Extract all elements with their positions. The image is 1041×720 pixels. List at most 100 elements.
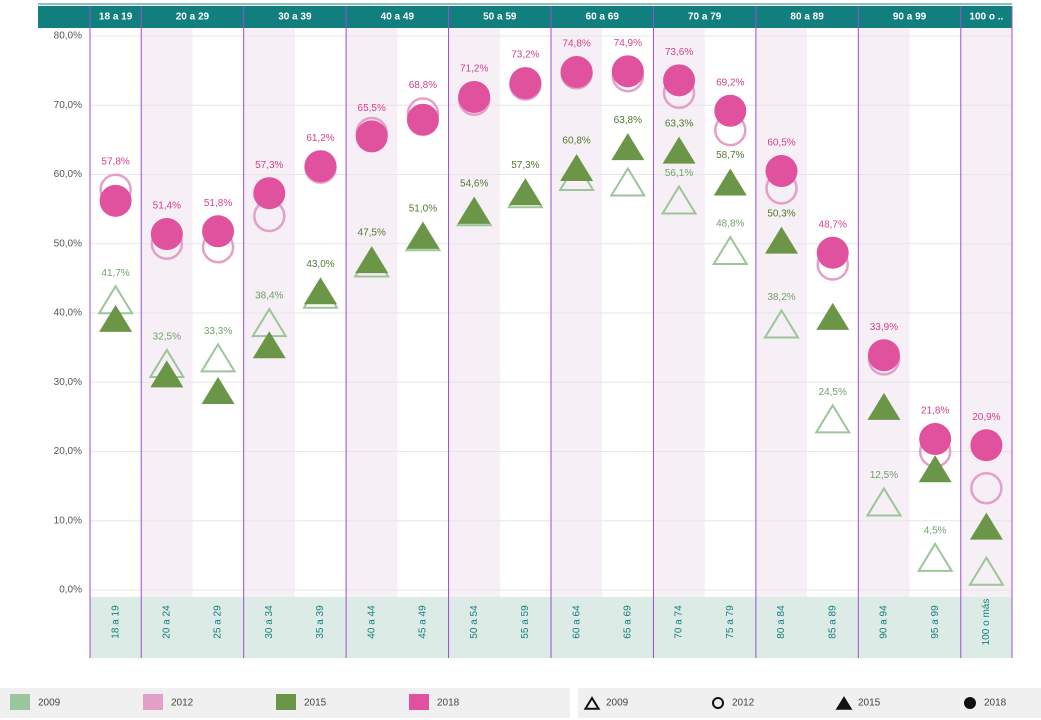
group-label: 18 a 19 bbox=[99, 12, 133, 23]
value-label: 57,3% bbox=[255, 160, 283, 171]
marker bbox=[201, 376, 235, 404]
legend-symbol bbox=[964, 697, 976, 709]
y-tick-label: 50,0% bbox=[54, 238, 82, 249]
x-tick-label: 30 a 34 bbox=[264, 605, 275, 639]
value-label: 61,2% bbox=[306, 133, 334, 144]
value-label: 33,9% bbox=[870, 322, 898, 333]
value-label: 56,1% bbox=[665, 168, 693, 179]
value-label: 73,2% bbox=[511, 50, 539, 61]
marker bbox=[508, 178, 542, 206]
marker bbox=[99, 304, 133, 332]
x-tick-label: 85 a 89 bbox=[827, 605, 838, 639]
legend-symbol bbox=[583, 696, 601, 710]
value-label: 58,7% bbox=[716, 150, 744, 161]
marker bbox=[355, 120, 388, 153]
value-label: 38,2% bbox=[767, 292, 795, 303]
legend-swatch bbox=[409, 694, 429, 710]
x-tick-label: 18 a 19 bbox=[110, 605, 121, 639]
marker bbox=[355, 246, 389, 274]
marker bbox=[714, 94, 747, 127]
x-tick-label: 55 a 59 bbox=[520, 605, 531, 639]
value-label: 57,3% bbox=[511, 160, 539, 171]
legend-swatch bbox=[276, 694, 296, 710]
value-label: 51,8% bbox=[204, 198, 232, 209]
y-tick-label: 70,0% bbox=[54, 100, 82, 111]
value-label: 12,5% bbox=[870, 470, 898, 481]
value-label: 60,8% bbox=[562, 136, 590, 147]
marker bbox=[763, 308, 800, 339]
marker bbox=[150, 218, 183, 251]
x-tick-label: 40 a 44 bbox=[366, 605, 377, 639]
marker bbox=[458, 80, 491, 113]
legend-symbol bbox=[712, 697, 724, 709]
value-label: 48,7% bbox=[819, 219, 847, 230]
marker bbox=[304, 277, 337, 305]
x-tick-label: 50 a 54 bbox=[469, 605, 480, 639]
marker bbox=[916, 541, 954, 572]
legend-label: 2009 bbox=[606, 698, 629, 709]
marker bbox=[150, 360, 184, 388]
y-tick-label: 30,0% bbox=[54, 377, 82, 388]
x-tick-label: 95 a 99 bbox=[930, 605, 941, 639]
value-label: 38,4% bbox=[255, 291, 283, 302]
value-label: 43,0% bbox=[306, 259, 334, 270]
marker bbox=[660, 184, 698, 215]
x-tick-label: 20 a 24 bbox=[161, 605, 172, 639]
value-label: 51,4% bbox=[153, 201, 181, 212]
legend-swatch bbox=[10, 694, 30, 710]
value-label: 41,7% bbox=[101, 268, 129, 279]
marker bbox=[711, 235, 749, 266]
marker bbox=[867, 392, 901, 420]
group-label: 80 a 89 bbox=[790, 12, 824, 23]
group-label: 100 o .. bbox=[969, 12, 1003, 23]
marker bbox=[611, 133, 645, 161]
y-tick-label: 20,0% bbox=[54, 446, 82, 457]
marker bbox=[816, 236, 849, 269]
y-tick-label: 40,0% bbox=[54, 308, 82, 319]
marker bbox=[99, 184, 132, 217]
marker bbox=[970, 429, 1003, 462]
value-label: 63,8% bbox=[614, 115, 642, 126]
legend-swatch bbox=[143, 694, 163, 710]
x-tick-label: 70 a 74 bbox=[674, 605, 685, 639]
marker bbox=[765, 155, 798, 188]
y-tick-label: 10,0% bbox=[54, 515, 82, 526]
x-tick-label: 25 a 29 bbox=[213, 605, 224, 639]
marker bbox=[611, 55, 644, 88]
header-bar bbox=[38, 6, 1012, 28]
marker bbox=[609, 166, 647, 197]
group-label: 30 a 39 bbox=[278, 12, 312, 23]
marker bbox=[663, 64, 696, 97]
marker bbox=[253, 177, 286, 210]
marker bbox=[765, 226, 798, 254]
marker bbox=[918, 455, 952, 483]
value-label: 48,8% bbox=[716, 219, 744, 230]
marker bbox=[816, 302, 850, 330]
legend-label: 2012 bbox=[732, 698, 755, 709]
value-label: 74,8% bbox=[562, 39, 590, 50]
marker bbox=[202, 215, 235, 248]
x-tick-label: 100 o más bbox=[981, 599, 992, 646]
marker bbox=[406, 221, 440, 249]
legend-symbol bbox=[835, 696, 853, 710]
marker bbox=[919, 423, 952, 456]
value-label: 60,5% bbox=[767, 138, 795, 149]
marker bbox=[968, 555, 1005, 586]
legend-label: 2009 bbox=[38, 698, 61, 709]
value-label: 4,5% bbox=[924, 525, 947, 536]
value-label: 65,5% bbox=[358, 103, 386, 114]
value-label: 20,9% bbox=[972, 412, 1000, 423]
legend-label: 2012 bbox=[171, 698, 194, 709]
marker bbox=[406, 103, 439, 136]
legend-bg bbox=[578, 688, 1041, 718]
group-label: 40 a 49 bbox=[381, 12, 415, 23]
legend-label: 2015 bbox=[304, 698, 327, 709]
x-tick-label: 65 a 69 bbox=[622, 605, 633, 639]
marker bbox=[304, 150, 337, 183]
value-label: 32,5% bbox=[153, 332, 181, 343]
marker bbox=[457, 196, 491, 224]
group-label: 70 a 79 bbox=[688, 12, 722, 23]
value-label: 63,3% bbox=[665, 118, 693, 129]
y-tick-label: 0,0% bbox=[59, 585, 82, 596]
